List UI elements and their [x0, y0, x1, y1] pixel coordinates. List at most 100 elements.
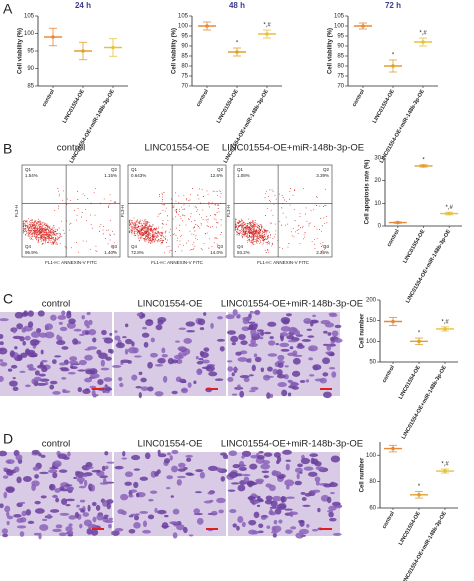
flow-dot — [137, 230, 139, 232]
flow-dot — [217, 222, 219, 224]
flow-dot — [294, 189, 296, 191]
flow-dot — [34, 229, 36, 231]
cell — [120, 493, 129, 501]
cell — [207, 465, 218, 471]
column-title: control — [42, 439, 71, 450]
flow-dot — [282, 248, 283, 250]
flow-dot — [254, 229, 256, 231]
cell — [196, 360, 204, 365]
y-tick-label: 0 — [378, 224, 382, 230]
y-tick-label: 80 — [181, 64, 188, 70]
flow-dot — [22, 225, 24, 227]
flow-dot — [270, 222, 272, 224]
cell — [288, 511, 299, 516]
flow-dot — [149, 224, 150, 226]
flow-dot — [109, 194, 111, 196]
y-tick-label: 95 — [337, 34, 344, 40]
flow-dot — [34, 224, 35, 226]
cell — [91, 484, 96, 492]
cell — [58, 469, 68, 473]
cell — [301, 339, 312, 342]
flow-dot — [139, 229, 141, 231]
flow-dot — [213, 190, 215, 192]
cell — [292, 350, 298, 356]
flow-dot — [27, 235, 29, 237]
flow-dot — [152, 234, 153, 236]
flow-dot — [40, 228, 42, 230]
y-tick-label: 85 — [181, 54, 188, 60]
flow-dot — [37, 228, 38, 229]
cell — [68, 360, 79, 365]
flow-dot — [270, 210, 272, 212]
flow-dot — [197, 194, 199, 196]
flow-dot — [40, 237, 41, 239]
flow-dot — [25, 230, 26, 232]
flow-dot — [321, 246, 322, 247]
flow-dot — [141, 227, 143, 229]
flow-dot — [258, 229, 259, 231]
flow-dot — [209, 238, 210, 240]
cell — [306, 328, 313, 331]
flow-dot — [27, 227, 29, 229]
flow-dot — [255, 224, 256, 226]
flow-dot — [155, 228, 157, 230]
flow-x-label: FL1-H:: ANNEXIN-V FITC — [45, 260, 98, 265]
flow-dot — [54, 237, 56, 239]
micrograph — [228, 452, 340, 536]
cell — [41, 518, 48, 522]
flow-dot — [241, 224, 243, 226]
flow-dot — [41, 239, 43, 241]
y-tick-label: 100 — [24, 31, 35, 37]
cell — [259, 331, 265, 336]
flow-dot — [51, 231, 53, 232]
cell — [85, 330, 90, 335]
cell — [101, 329, 107, 336]
cell — [65, 504, 71, 507]
cell — [12, 386, 19, 392]
cell — [303, 318, 312, 325]
flow-dot — [185, 199, 187, 201]
flow-dot — [287, 246, 289, 248]
flow-dot — [240, 232, 241, 234]
flow-dot — [128, 227, 130, 229]
cell — [214, 378, 224, 381]
flow-dot — [250, 242, 252, 243]
flow-dot — [265, 252, 267, 253]
flow-dot — [159, 234, 161, 236]
cell — [243, 476, 250, 484]
flow-dot — [255, 225, 257, 227]
flow-dot — [49, 226, 51, 228]
flow-dot — [28, 232, 30, 234]
flow-dot — [47, 241, 49, 243]
cell — [31, 331, 41, 338]
cell — [1, 528, 8, 535]
flow-dot — [33, 234, 35, 236]
cell — [61, 388, 67, 393]
flow-dot — [26, 220, 28, 222]
flow-dot — [41, 237, 43, 239]
flow-dot — [39, 230, 41, 231]
chart-title: 24 h — [75, 1, 91, 10]
flow-dot — [242, 230, 244, 232]
cell — [273, 452, 281, 458]
flow-dot — [161, 200, 163, 202]
flow-dot — [134, 227, 136, 228]
flow-dot — [253, 236, 254, 238]
flow-dot — [193, 226, 195, 227]
flow-dot — [259, 239, 261, 241]
flow-dot — [136, 233, 138, 234]
flow-dot — [264, 234, 265, 236]
cell — [147, 386, 154, 392]
flow-dot — [149, 238, 150, 240]
flow-dot — [248, 226, 250, 227]
flow-dot — [253, 226, 255, 228]
flow-dot — [261, 227, 262, 229]
flow-dot — [184, 215, 186, 217]
flow-dot — [50, 232, 52, 234]
flow-dot — [37, 233, 39, 235]
flow-dot — [29, 223, 30, 225]
flow-dot — [172, 218, 174, 220]
flow-dot — [236, 225, 237, 227]
flow-dot — [195, 207, 197, 209]
flow-dot — [138, 226, 140, 228]
